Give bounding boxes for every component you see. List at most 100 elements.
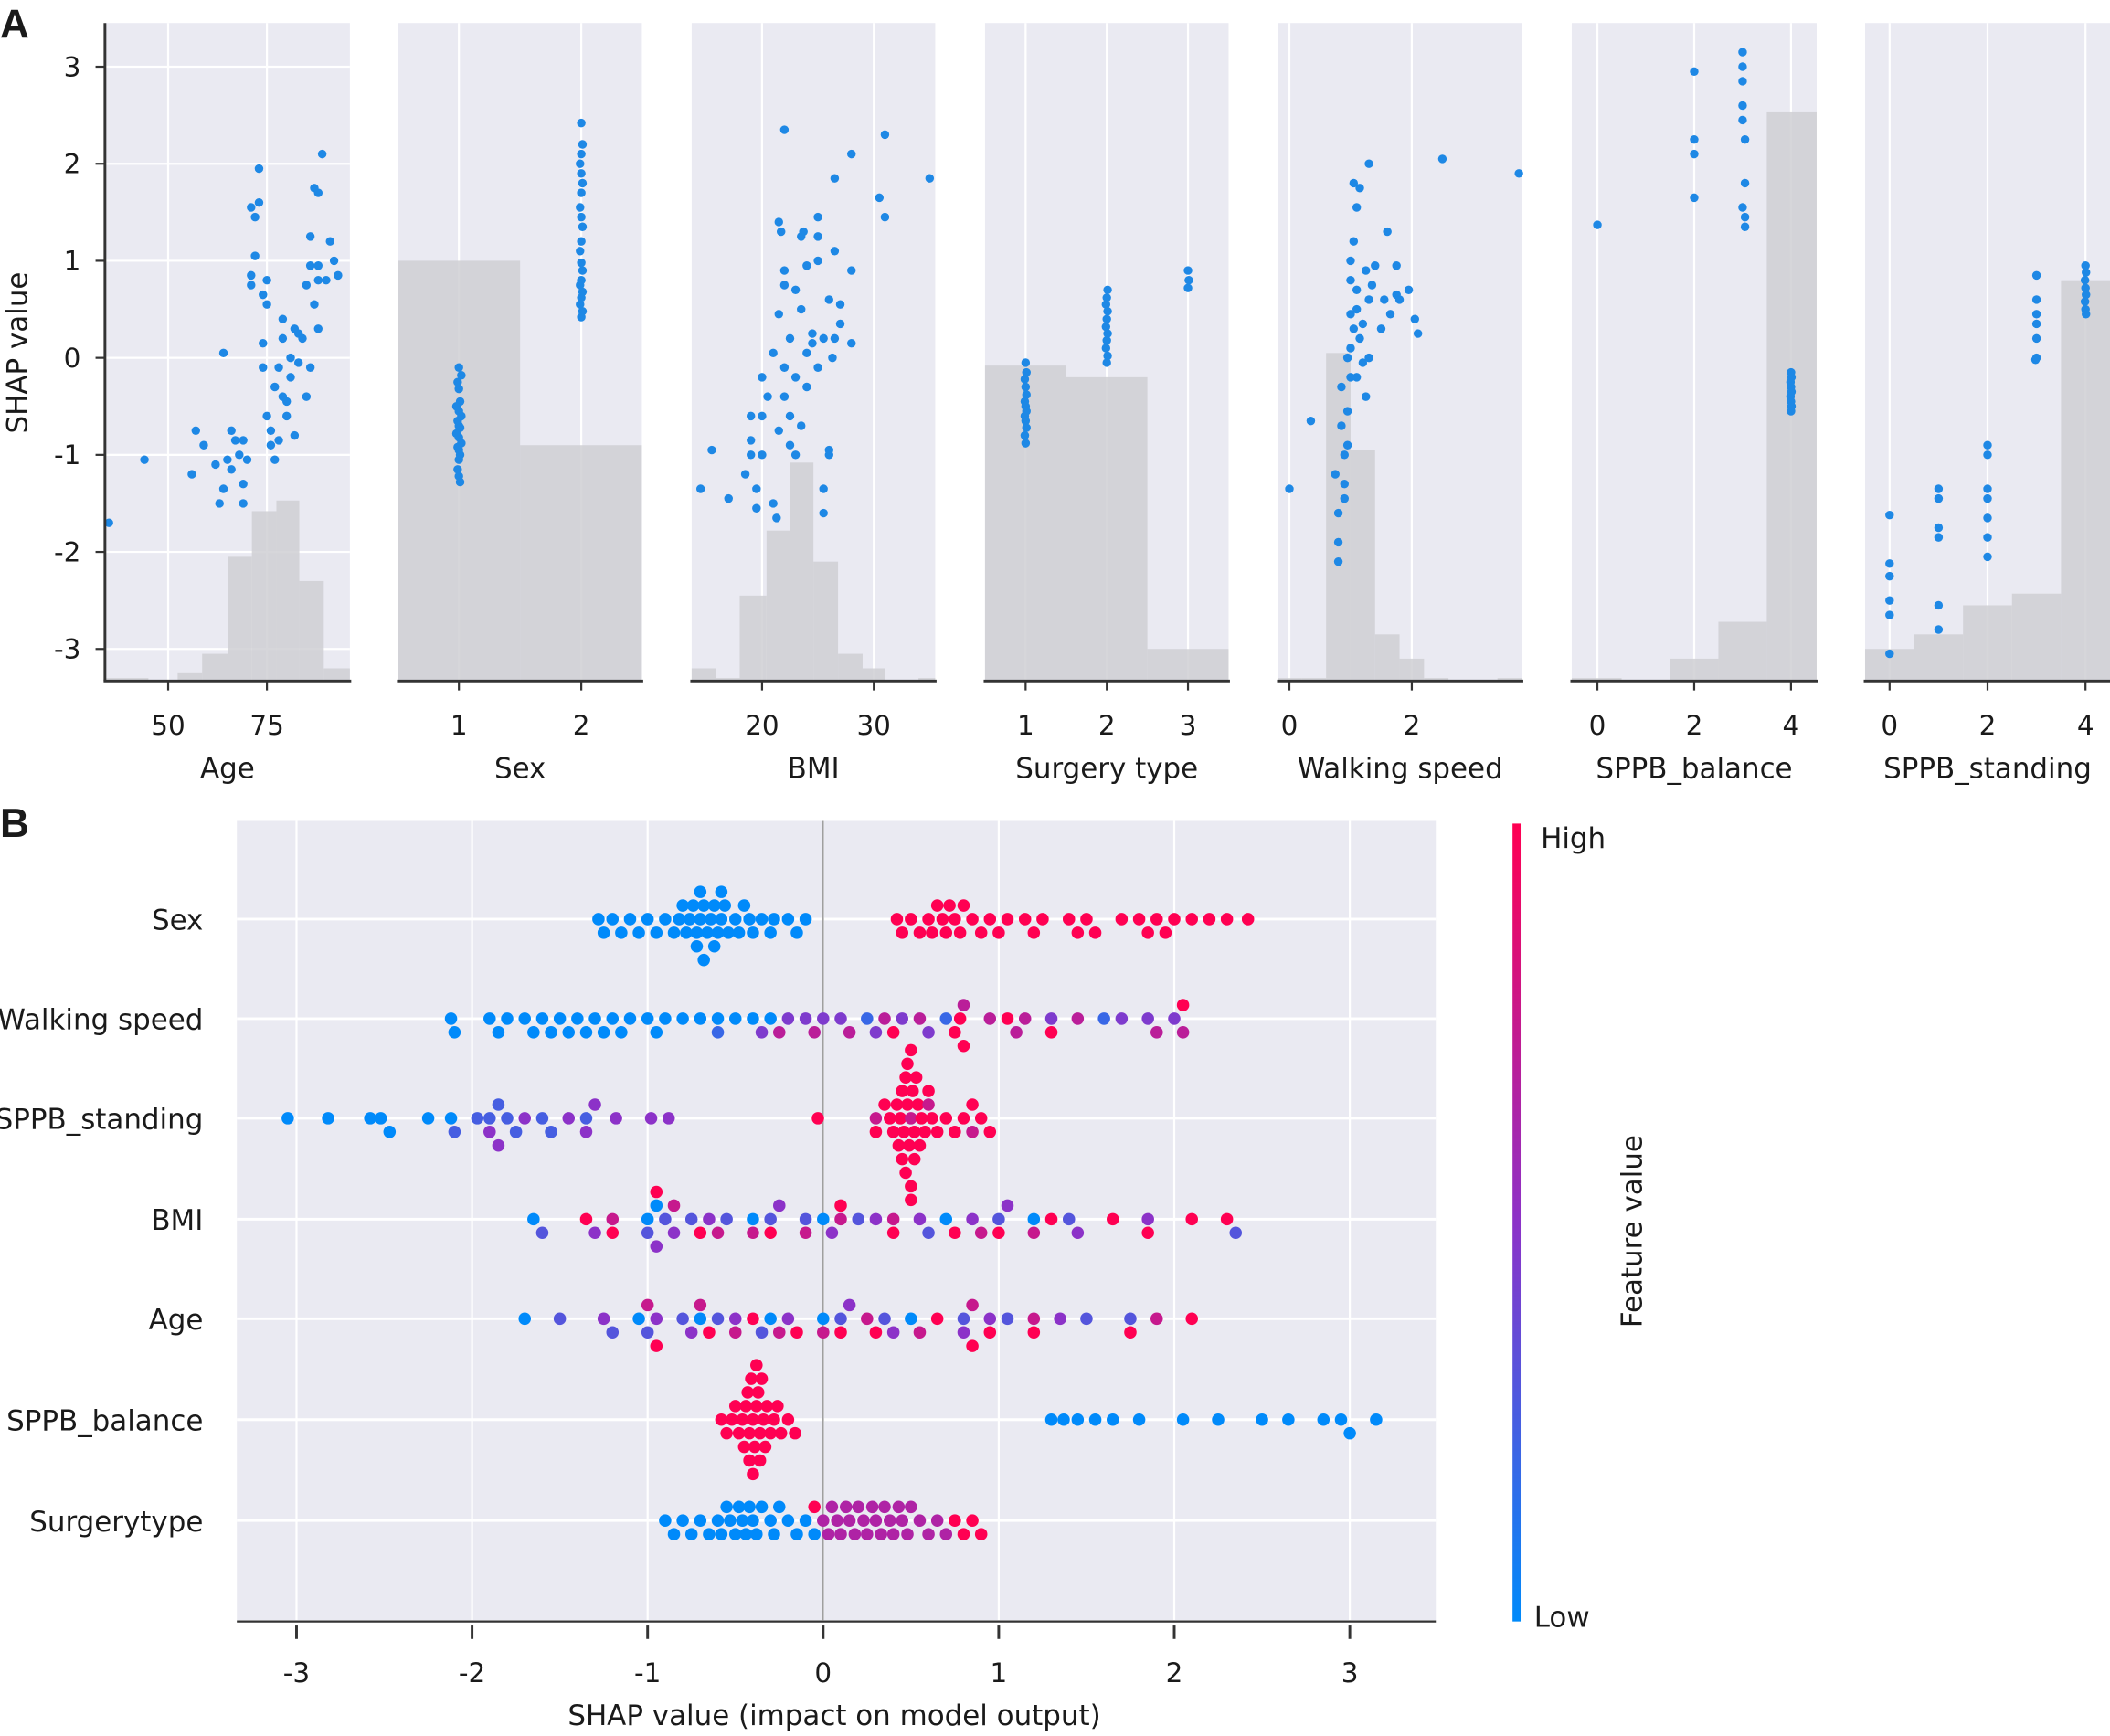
data-point [779,363,790,372]
data-point [1983,513,1992,523]
data-point [886,1212,900,1226]
data-point [799,1212,812,1226]
colorbar-low-label: Low [1534,1602,1590,1635]
data-point [880,130,890,140]
data-point [992,926,1005,939]
data-point [808,329,817,338]
data-point [790,1528,803,1540]
data-point [1001,1012,1014,1025]
data-point [577,118,586,128]
data-point [711,1012,725,1025]
data-point [453,377,462,386]
data-point [562,1026,576,1039]
x-axis-label: BMI [788,752,840,785]
data-point [896,1152,909,1166]
x-tick-label: 20 [745,710,779,741]
data-point [936,913,949,926]
histogram-bar [838,653,863,682]
data-point [1102,358,1111,367]
data-point [1514,169,1523,178]
data-point [785,440,795,450]
data-point [667,926,681,939]
data-point [1027,1226,1041,1240]
data-point [728,1312,742,1326]
histogram-bar [520,445,642,682]
data-point [720,1212,733,1226]
histogram-bar [862,668,885,682]
data-point [848,1528,862,1540]
histogram-bar [177,672,203,682]
data-point [694,1298,707,1312]
data-point [789,1426,801,1440]
data-point [680,926,693,939]
data-point [2080,297,2090,306]
data-point [1331,470,1340,479]
data-point [592,913,605,926]
data-point [834,1199,847,1212]
data-point [905,913,917,926]
x-tick-label: -2 [459,1657,485,1688]
data-point [325,237,334,246]
data-point [878,1312,891,1326]
data-point [957,1528,970,1540]
data-point [757,1413,770,1426]
data-point [884,1112,896,1125]
data-point [768,913,780,926]
data-point [747,1312,759,1326]
data-point [1101,300,1111,309]
data-point [1593,220,1602,229]
data-point [1021,382,1031,392]
data-point [772,1326,786,1339]
data-point [1132,913,1146,926]
histogram-bar [104,678,149,682]
data-point [746,450,756,460]
data-point [772,1500,786,1514]
data-point [1342,353,1352,363]
data-point [861,1312,874,1326]
data-point [953,1012,967,1025]
data-point [290,430,300,440]
data-point [518,1312,531,1326]
data-point [817,1326,830,1339]
data-point [1088,926,1102,939]
data-point [748,1440,761,1454]
data-point [1410,314,1420,323]
data-point [983,1126,997,1138]
data-point [455,477,465,487]
data-point [274,363,283,372]
data-point [750,1528,763,1540]
data-point [743,913,756,926]
data-point [808,338,817,348]
data-point [215,499,224,508]
data-point [266,426,276,436]
data-point [808,1026,821,1039]
data-point [694,1012,707,1025]
panel-b-label: B [0,801,29,846]
data-point [711,1026,725,1039]
data-point [1340,493,1349,503]
data-point [684,1326,698,1339]
data-point [764,1312,777,1326]
data-point [577,237,586,246]
data-point [1362,392,1371,401]
x-tick-label: 1 [991,1657,1008,1688]
data-point [869,1026,883,1039]
data-point [755,1326,769,1339]
data-point [1934,600,1944,610]
data-point [1141,1226,1154,1240]
data-point [650,1240,663,1253]
data-point [739,1400,753,1413]
data-point [939,1528,953,1540]
data-point [302,281,312,290]
data-point [1044,1012,1058,1025]
data-point [2082,290,2091,300]
data-point [896,1085,909,1097]
data-point [2082,310,2091,319]
data-point [1185,1212,1198,1226]
feature-label: Sex [152,905,203,937]
data-point [772,513,781,523]
data-point [737,899,751,912]
data-point [966,913,979,926]
data-point [667,1226,681,1240]
data-point [667,1199,681,1212]
